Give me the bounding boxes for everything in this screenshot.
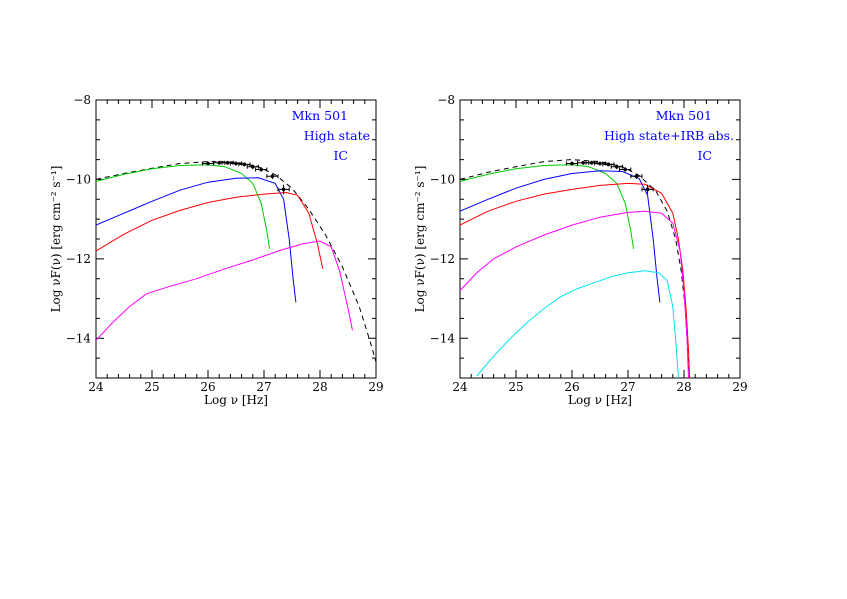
chart-panel-left: 24 25 26 27 28 29 −14 −12 −10 −8 Log ν [Hz] Log νF(… bbox=[49, 93, 384, 407]
data-point bbox=[225, 160, 230, 165]
x-tick-label: 29 bbox=[368, 380, 383, 394]
data-point bbox=[242, 162, 247, 167]
component-curve bbox=[476, 270, 679, 378]
y-tick-label: −8 bbox=[73, 93, 91, 107]
data-point bbox=[606, 162, 611, 167]
y-tick-label: −10 bbox=[66, 172, 91, 186]
y-tick-label: −8 bbox=[437, 93, 455, 107]
annotation-label: IC bbox=[697, 148, 712, 163]
data-point bbox=[281, 187, 286, 192]
component-curve bbox=[96, 191, 324, 269]
model-curves bbox=[460, 159, 691, 378]
data-point bbox=[645, 187, 650, 192]
annotation-label: High state+IRB abs. bbox=[604, 128, 734, 143]
x-tick-label: 24 bbox=[88, 380, 104, 394]
data-point bbox=[570, 161, 574, 166]
data-point bbox=[206, 161, 210, 166]
component-curve bbox=[96, 177, 297, 303]
data-point bbox=[589, 160, 594, 165]
y-axis-label: Log νF(ν) [erg cm⁻² s⁻¹] bbox=[413, 166, 427, 313]
x-tick-label: 26 bbox=[564, 380, 579, 394]
component-curve bbox=[460, 164, 635, 249]
chart-panel-right: 24 25 26 27 28 29 −14 −12 −10 −8 Log ν [Hz] Log νF(… bbox=[413, 93, 748, 407]
x-tick-label: 28 bbox=[312, 380, 327, 394]
x-tick-label: 27 bbox=[620, 380, 635, 394]
component-curve bbox=[460, 210, 689, 378]
data-point bbox=[615, 164, 619, 169]
axis-ticks bbox=[95, 99, 377, 379]
total-model-curve bbox=[460, 159, 691, 378]
x-tick-label: 28 bbox=[676, 380, 691, 394]
y-tick-label: −12 bbox=[430, 252, 455, 266]
axis-ticks bbox=[459, 99, 741, 379]
y-tick-label: −14 bbox=[430, 331, 456, 345]
component-curve bbox=[460, 170, 661, 303]
data-point bbox=[634, 174, 639, 179]
x-tick-label: 24 bbox=[452, 380, 468, 394]
annotation-label: IC bbox=[333, 148, 348, 163]
data-point bbox=[259, 167, 264, 172]
data-point bbox=[234, 161, 238, 166]
x-axis-label: Log ν [Hz] bbox=[568, 393, 632, 407]
y-tick-label: −12 bbox=[66, 252, 91, 266]
data-point bbox=[217, 160, 221, 165]
x-tick-label: 29 bbox=[732, 380, 747, 394]
x-tick-label: 26 bbox=[200, 380, 215, 394]
data-point bbox=[581, 160, 585, 165]
data-point bbox=[598, 161, 602, 166]
annotation-label: Mkn 501 bbox=[292, 108, 348, 123]
data-point bbox=[251, 164, 255, 169]
component-curve bbox=[96, 240, 353, 341]
y-axis-label: Log νF(ν) [erg cm⁻² s⁻¹] bbox=[49, 166, 63, 313]
y-tick-label: −10 bbox=[430, 172, 455, 186]
component-curve bbox=[96, 164, 271, 249]
x-tick-label: 25 bbox=[508, 380, 523, 394]
total-model-curve bbox=[96, 161, 376, 363]
annotation-label: High state bbox=[304, 128, 370, 143]
annotation-label: Mkn 501 bbox=[656, 108, 712, 123]
component-curve bbox=[460, 182, 691, 378]
x-tick-label: 27 bbox=[256, 380, 271, 394]
y-tick-label: −14 bbox=[66, 331, 92, 345]
data-point bbox=[270, 174, 275, 179]
data-point bbox=[623, 167, 627, 172]
x-tick-label: 25 bbox=[144, 380, 159, 394]
model-curves bbox=[96, 161, 376, 363]
x-axis-label: Log ν [Hz] bbox=[204, 393, 268, 407]
